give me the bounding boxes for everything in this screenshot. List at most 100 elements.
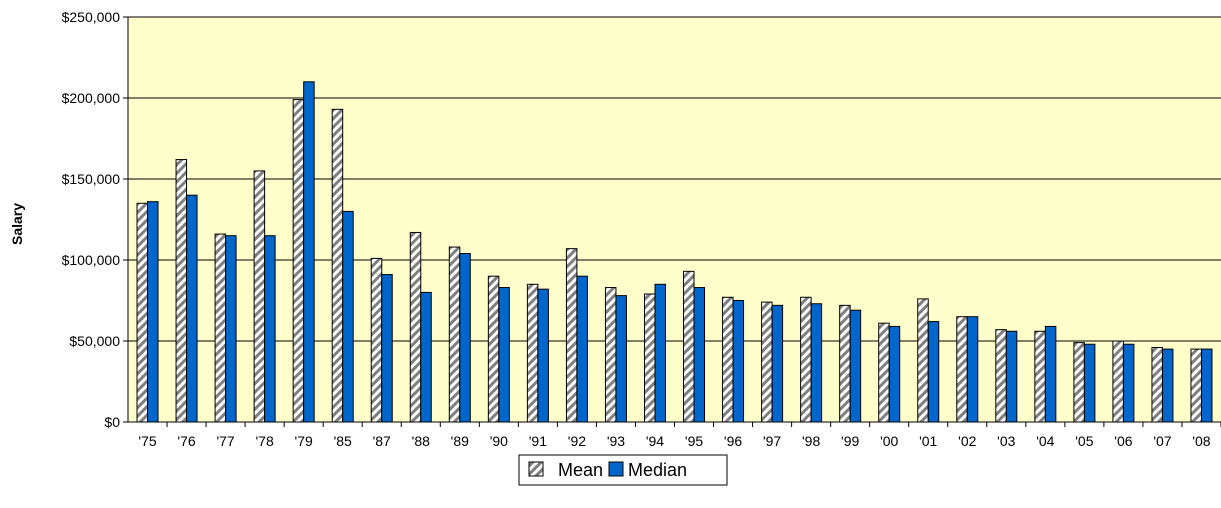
bar-mean-87	[370, 257, 383, 423]
x-tick-label: '94	[646, 433, 664, 449]
bar-mean-07	[1151, 346, 1163, 423]
bar-mean-89	[448, 246, 461, 423]
bar-mean-05	[1073, 342, 1085, 423]
x-tick-label: '08	[1192, 433, 1210, 449]
bar-median-91	[537, 288, 549, 423]
bar-median-05	[1083, 343, 1096, 423]
bar-mean-88	[409, 231, 422, 423]
legend-label-mean: Mean	[558, 460, 603, 480]
x-tick-label: '96	[724, 433, 742, 449]
bar-median-78	[264, 235, 276, 423]
x-tick-label: '00	[880, 433, 898, 449]
bar-mean-92	[565, 248, 578, 423]
bar-mean-90	[487, 275, 500, 423]
x-tick-label: '01	[919, 433, 937, 449]
bar-mean-97	[761, 301, 773, 423]
x-tick-label: '97	[763, 433, 781, 449]
y-tick-label: $0	[104, 414, 120, 430]
bar-median-07	[1161, 348, 1174, 423]
y-tick-label: $150,000	[62, 171, 121, 187]
bar-median-01	[927, 321, 940, 423]
bar-median-89	[459, 253, 471, 423]
bar-mean-91	[526, 283, 539, 423]
bar-mean-96	[722, 296, 734, 423]
bar-mean-04	[1034, 330, 1046, 423]
bar-mean-78	[253, 170, 266, 423]
bar-median-75	[147, 201, 159, 423]
x-axis-ticks: '75 '76 '77 '78 '79 '85 '87 '88 '89 '90 '91 '92 '93 '…	[138, 422, 1221, 449]
bar-mean-79	[292, 99, 305, 423]
bar-median-03	[1005, 330, 1018, 423]
bar-mean-06	[1112, 340, 1124, 423]
legend-label-median: Median	[628, 460, 687, 480]
bar-median-85	[342, 210, 354, 423]
x-tick-label: '87	[373, 433, 391, 449]
bar-median-08	[1200, 348, 1213, 423]
bar-median-96	[732, 300, 745, 423]
bar-median-79	[303, 81, 315, 423]
x-tick-label: '05	[1075, 433, 1093, 449]
x-tick-label: '77	[216, 433, 234, 449]
bar-mean-98	[800, 296, 812, 423]
x-tick-label: '91	[529, 433, 547, 449]
bar-mean-93	[604, 287, 617, 423]
bar-mean-02	[956, 316, 968, 423]
x-tick-label: '89	[451, 433, 469, 449]
legend: Mean Median	[518, 454, 728, 486]
bar-median-94	[654, 283, 666, 423]
x-tick-label: '79	[295, 433, 313, 449]
x-tick-label: '02	[958, 433, 976, 449]
bar-median-06	[1122, 343, 1135, 423]
bar-median-04	[1044, 325, 1057, 423]
y-tick-label: $50,000	[69, 333, 120, 349]
y-tick-label: $200,000	[62, 90, 121, 106]
bars	[136, 81, 1213, 423]
x-tick-label: '98	[802, 433, 820, 449]
bar-median-98	[810, 303, 823, 423]
y-tick-label: $250,000	[62, 9, 121, 25]
bar-median-92	[576, 275, 588, 423]
bar-median-88	[420, 291, 432, 423]
bar-median-93	[615, 295, 627, 423]
bar-mean-08	[1190, 348, 1202, 423]
bar-mean-00	[878, 322, 890, 423]
x-tick-label: '07	[1153, 433, 1171, 449]
x-tick-label: '95	[685, 433, 703, 449]
bar-mean-77	[214, 233, 227, 423]
x-tick-label: '88	[412, 433, 430, 449]
x-tick-label: '75	[138, 433, 156, 449]
bar-median-76	[186, 194, 198, 423]
legend-swatch-median	[608, 461, 624, 477]
bar-mean-94	[643, 293, 656, 423]
bar-median-87	[381, 274, 393, 423]
bar-median-77	[225, 235, 237, 423]
bar-median-90	[498, 287, 510, 423]
bar-median-95	[693, 287, 706, 423]
x-tick-label: '03	[997, 433, 1015, 449]
bar-mean-01	[917, 298, 929, 423]
bar-median-99	[849, 309, 862, 423]
x-tick-label: '06	[1114, 433, 1132, 449]
x-tick-label: '93	[607, 433, 625, 449]
y-tick-label: $100,000	[62, 252, 121, 268]
x-tick-label: '85	[334, 433, 352, 449]
y-axis-ticks: $0 $50,000 $100,000 $150,000 $200,000 $250,00…	[62, 9, 128, 430]
bar-mean-85	[331, 108, 344, 423]
x-tick-label: '90	[490, 433, 508, 449]
x-tick-label: '78	[256, 433, 274, 449]
x-tick-label: '99	[841, 433, 859, 449]
bar-median-97	[771, 304, 784, 423]
bar-mean-95	[683, 270, 695, 423]
plot-area	[128, 17, 1221, 422]
bar-mean-75	[136, 202, 149, 423]
bar-mean-03	[995, 329, 1007, 423]
bar-median-00	[888, 325, 901, 423]
x-tick-label: '04	[1036, 433, 1054, 449]
y-axis-label: Salary	[9, 203, 25, 245]
bar-mean-99	[839, 304, 851, 423]
x-tick-label: '76	[177, 433, 195, 449]
x-tick-label: '92	[568, 433, 586, 449]
legend-swatch-mean	[528, 461, 544, 477]
bar-mean-76	[175, 159, 188, 423]
